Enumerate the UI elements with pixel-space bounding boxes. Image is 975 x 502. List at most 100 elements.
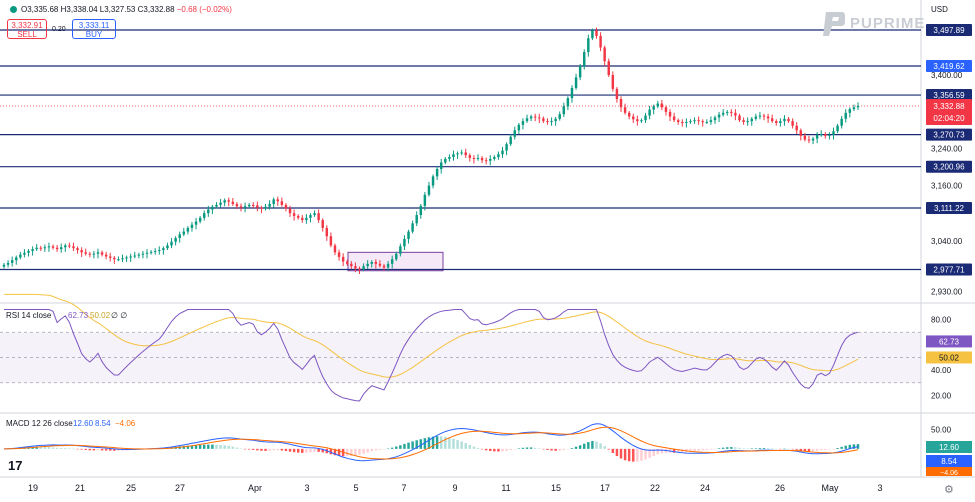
rsi-value: 62.73 [68, 311, 89, 320]
macd-histogram-bar [2, 448, 6, 450]
macd-histogram-bar [88, 448, 92, 451]
macd-histogram-bar [517, 448, 521, 449]
macd-signal-line [3, 426, 859, 460]
candle-body [84, 252, 87, 254]
time-tick-label: 15 [551, 483, 561, 493]
macd-histogram-bar [370, 448, 373, 452]
macd-histogram-bar [80, 448, 83, 450]
tradingview-logo-icon[interactable]: 17 [8, 458, 23, 473]
candle-body [403, 238, 406, 247]
candle-body [770, 118, 774, 122]
price-tick-label: 3,040.00 [931, 237, 963, 246]
candle-body [215, 204, 218, 207]
candle-body [676, 120, 680, 123]
rsi-ma-value: 50.02 [90, 311, 111, 320]
macd-histogram-bar [505, 448, 508, 451]
price-level-tag [926, 202, 972, 215]
candle-body [640, 120, 643, 122]
macd-histogram-bar [648, 448, 651, 458]
candle-body [574, 77, 578, 88]
candle-body [685, 122, 688, 124]
buy-button[interactable]: 3,333.11 BUY [72, 19, 116, 39]
candle-body [162, 248, 165, 251]
currency-label[interactable]: USD [931, 5, 948, 14]
candle-body [149, 251, 153, 253]
candle-body [484, 160, 488, 162]
macd-histogram-bar [501, 448, 504, 452]
change-value: −0.68 (−0.02%) [176, 5, 232, 14]
candle-body [787, 118, 790, 122]
macd-histogram-bar [313, 448, 316, 452]
candle-body [288, 208, 292, 214]
candle-body [411, 223, 414, 232]
time-tick-label: Apr [248, 483, 262, 493]
macd-histogram-bar [374, 448, 378, 451]
high-value: 3,338.04 [66, 5, 98, 14]
macd-histogram-bar [419, 439, 423, 449]
macd-histogram-bar [84, 448, 87, 451]
price-tick-label: 3,400.00 [931, 71, 963, 80]
macd-histogram-bar [390, 447, 394, 449]
candle-body [182, 231, 186, 235]
candle-body [456, 153, 459, 155]
macd-histogram-bar [566, 448, 570, 450]
macd-histogram-bar [791, 448, 794, 450]
macd-histogram-bar [558, 448, 561, 451]
candle-body [632, 116, 635, 120]
macd-histogram-bar [636, 448, 639, 462]
macd-histogram-bar [219, 444, 222, 449]
candle-body [701, 121, 704, 123]
candle-body [529, 116, 533, 119]
price-level-tag [926, 263, 972, 276]
macd-histogram-bar [104, 448, 108, 451]
macd-histogram-bar [807, 448, 811, 452]
macd-signal-tag-label: 8.54 [941, 457, 957, 466]
macd-histogram-bar [632, 448, 635, 462]
time-tick-label: 24 [700, 483, 710, 493]
candle-body [354, 266, 357, 269]
price-level-label: 3,497.89 [933, 26, 965, 35]
candle-body [137, 254, 141, 256]
candle-body [113, 257, 116, 260]
macd-histogram-bar [587, 442, 590, 449]
macd-histogram-bar [811, 448, 815, 452]
candle-body [15, 257, 18, 261]
macd-histogram-bar [59, 448, 63, 449]
sell-price: 3,332.91 [11, 21, 43, 30]
macd-histogram-bar [448, 437, 451, 449]
candle-body [501, 150, 504, 155]
macd-histogram-bar [468, 444, 472, 449]
price-level-label: 3,419.62 [933, 62, 965, 71]
macd-histogram-bar [840, 446, 843, 449]
macd-histogram-bar [423, 438, 427, 449]
candle-body [170, 241, 173, 246]
macd-histogram-bar [288, 448, 292, 452]
candle-body [476, 157, 480, 159]
candle-body [325, 227, 329, 237]
settings-gear-icon[interactable]: ⚙ [944, 484, 954, 496]
candle-body [252, 204, 255, 206]
macd-hist-value: −4.06 [115, 419, 136, 428]
candle-body [603, 47, 606, 62]
candle-body [627, 112, 631, 117]
macd-histogram-bar [709, 448, 713, 450]
candle-body [595, 30, 598, 36]
sell-button[interactable]: 3,332.91 SELL [7, 19, 47, 39]
candle-body [570, 87, 574, 99]
macd-histogram-bar [182, 445, 186, 449]
macd-histogram-bar [578, 445, 582, 449]
macd-histogram-bar [223, 445, 226, 449]
macd-histogram-bar [117, 448, 120, 451]
macd-histogram-bar [652, 448, 655, 456]
candle-body [370, 261, 373, 264]
macd-histogram-bar [672, 448, 676, 453]
macd-histogram-bar [525, 447, 529, 449]
candle-body [174, 238, 177, 242]
macd-tick-label: 50.00 [931, 426, 952, 435]
candle-body [824, 134, 827, 136]
rsi-ma-tag [926, 351, 972, 364]
macd-histogram-bar [427, 437, 431, 449]
macd-histogram-bar [51, 447, 55, 449]
candle-body [656, 103, 660, 107]
